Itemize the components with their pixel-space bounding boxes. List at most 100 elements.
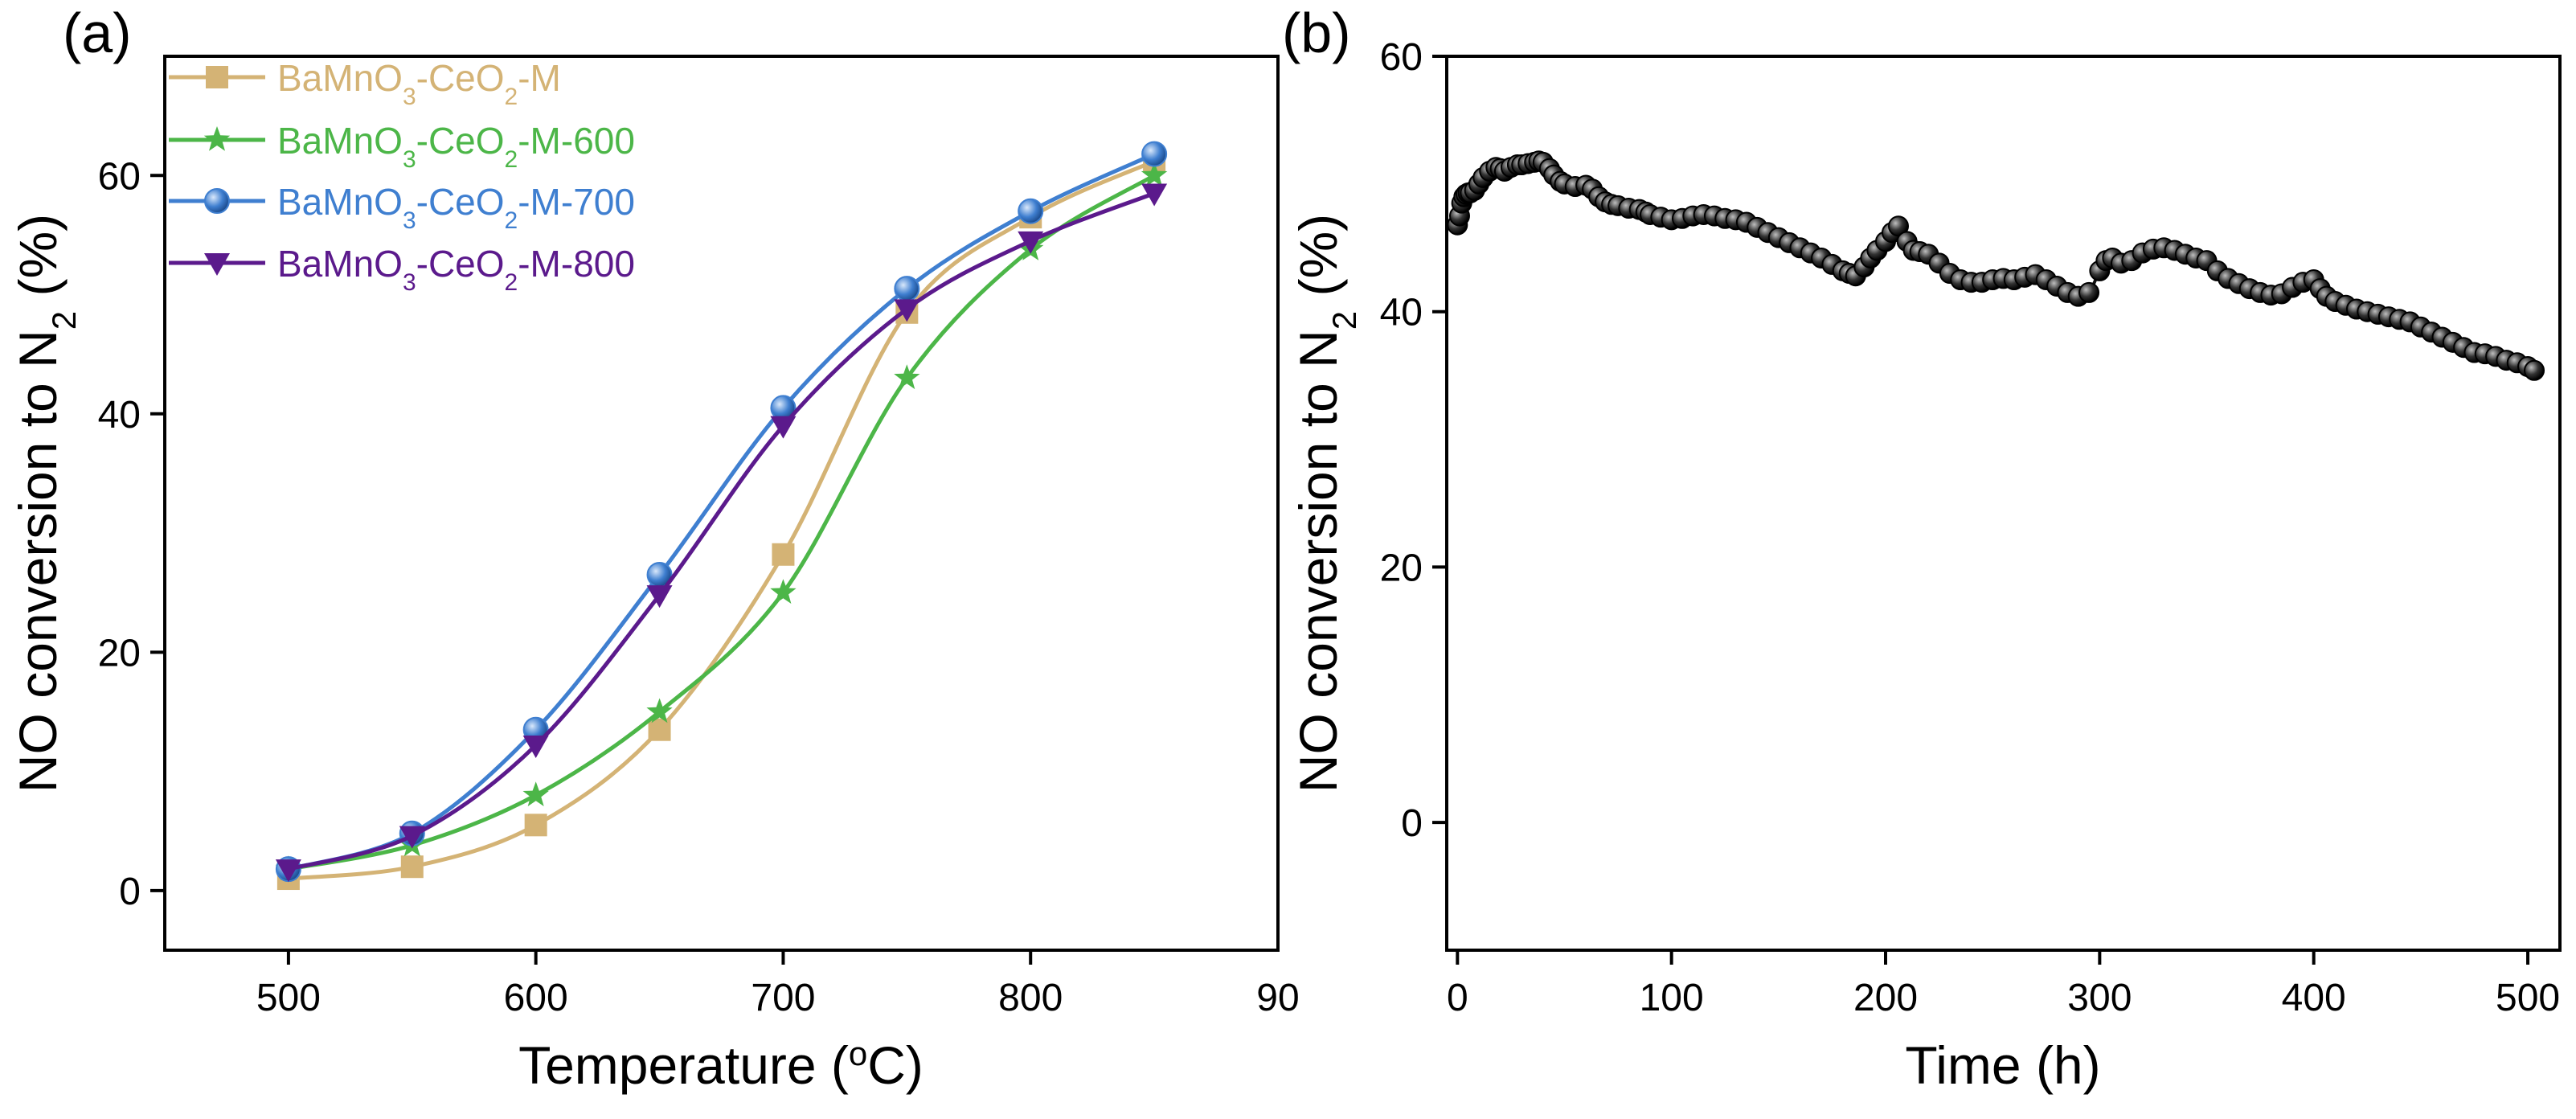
legend-marker-s2 bbox=[203, 126, 231, 151]
data-point-s2-8 bbox=[1141, 162, 1168, 186]
panel-a-y-title-sub: 2 bbox=[45, 311, 83, 330]
series-line-4 bbox=[288, 191, 1156, 871]
legend-label-s1-sub2: 2 bbox=[505, 84, 518, 110]
legend-label-s1-part2: -CeO bbox=[416, 57, 505, 99]
x-tick-label-b-400: 400 bbox=[2282, 977, 2346, 1019]
y-tick-label-b-60: 60 bbox=[1380, 36, 1423, 79]
data-point-s1-3 bbox=[524, 814, 547, 837]
panel-a-series bbox=[275, 141, 1168, 891]
legend-label-s4-part3: -M-800 bbox=[518, 243, 635, 285]
legend-marker-s4 bbox=[204, 253, 230, 276]
panel-a-label: (a) bbox=[63, 2, 132, 64]
legend-label-s2-part3: -M-600 bbox=[518, 120, 635, 162]
legend-marker-symbol-s3 bbox=[204, 188, 230, 214]
panel-b-ticks: 0 100 200 300 400 500 0 20 40 60 bbox=[1380, 36, 2560, 1019]
y-tick-label-b-0: 0 bbox=[1401, 802, 1423, 845]
panel-b-series bbox=[1447, 150, 2545, 381]
data-point-s2-3 bbox=[522, 781, 549, 806]
legend-label-s3-part2: -CeO bbox=[416, 181, 505, 223]
y-tick-label-b-20: 20 bbox=[1380, 547, 1423, 589]
x-tick-label-a-900: 90 bbox=[1256, 977, 1299, 1019]
legend-label-s3: BaMnO3-CeO2-M-700 bbox=[277, 181, 635, 234]
x-tick-label-b-100: 100 bbox=[1640, 977, 1704, 1019]
data-point-s4-2 bbox=[399, 826, 425, 849]
panel-a-y-axis-title: NO conversion to N2 (%) bbox=[8, 214, 83, 793]
legend-label-s2-part1: BaMnO bbox=[277, 120, 403, 162]
series-line-3 bbox=[288, 152, 1156, 871]
panel-a-y-title-main: NO conversion to N bbox=[8, 330, 68, 793]
panel-b-y-title-main: NO conversion to N bbox=[1288, 330, 1348, 793]
data-point-s3-7 bbox=[1018, 198, 1044, 224]
legend-entry-s1: BaMnO3-CeO2-M bbox=[169, 57, 561, 110]
x-tick-label-a-500: 500 bbox=[256, 977, 321, 1019]
data-point-s4-8 bbox=[1141, 183, 1168, 207]
legend-label-s1-sub1: 3 bbox=[403, 84, 416, 110]
y-tick-label-b-40: 40 bbox=[1380, 292, 1423, 334]
data-point-s1-5 bbox=[772, 543, 795, 566]
data-point-s4-4 bbox=[646, 585, 673, 609]
legend-label-s1-part3: -M bbox=[518, 57, 561, 99]
legend-label-s4-part2: -CeO bbox=[416, 243, 505, 285]
x-tick-label-a-800: 800 bbox=[998, 977, 1063, 1019]
legend-marker-symbol-s1 bbox=[206, 66, 228, 88]
legend-label-s3-sub1: 3 bbox=[403, 207, 416, 234]
panel-a-legend: BaMnO3-CeO2-M BaMnO3-CeO2-M-600 BaMnO3-C… bbox=[169, 57, 635, 296]
data-point-s1-4 bbox=[648, 718, 671, 741]
y-tick-label-a-0: 0 bbox=[119, 871, 141, 913]
legend-label-s3-part1: BaMnO bbox=[277, 181, 403, 223]
y-tick-label-a-60: 60 bbox=[98, 155, 141, 198]
data-point-s2-6 bbox=[894, 364, 920, 390]
x-tick-label-a-600: 600 bbox=[504, 977, 568, 1019]
panel-a-x-title-sup: o bbox=[849, 1035, 867, 1072]
panel-a-x-title-tail: C) bbox=[867, 1035, 924, 1095]
panel-b: 0 100 200 300 400 500 0 20 40 60 (b) Time (h) NO … bbox=[1282, 2, 2562, 1095]
data-point-s1-2 bbox=[400, 855, 424, 879]
legend-label-s2: BaMnO3-CeO2-M-600 bbox=[277, 120, 635, 173]
x-tick-label-b-0: 0 bbox=[1447, 977, 1468, 1019]
x-tick-label-b-300: 300 bbox=[2067, 977, 2132, 1019]
legend-label-s4-sub2: 2 bbox=[505, 269, 518, 296]
data-point-s4-6 bbox=[894, 299, 920, 322]
legend-label-s3-sub2: 2 bbox=[505, 207, 518, 234]
panel-a-axes-frame bbox=[163, 55, 1280, 952]
series-line-1 bbox=[288, 159, 1156, 881]
legend-entry-s3: BaMnO3-CeO2-M-700 bbox=[169, 181, 635, 234]
legend-label-s4-sub1: 3 bbox=[403, 269, 416, 296]
data-point-s4-3 bbox=[522, 735, 549, 758]
panel-b-x-axis-title: Time (h) bbox=[1905, 1035, 2100, 1095]
data-point-s3-6 bbox=[894, 276, 920, 302]
data-point-s2-5 bbox=[770, 579, 797, 604]
legend-label-s4: BaMnO3-CeO2-M-800 bbox=[277, 243, 635, 296]
panel-a-x-axis-title: Temperature (oC) bbox=[518, 1035, 924, 1096]
panel-a-y-title-tail: (%) bbox=[8, 214, 68, 311]
panel-a-x-title-main: Temperature ( bbox=[518, 1035, 849, 1095]
legend-label-s4-part1: BaMnO bbox=[277, 243, 403, 285]
data-point-s4-5 bbox=[770, 416, 797, 439]
data-point-s4-1 bbox=[275, 859, 301, 883]
data-point-s3-8 bbox=[1141, 141, 1168, 167]
data-point-b-81 bbox=[2078, 281, 2100, 303]
panel-b-y-title-sub: 2 bbox=[1325, 311, 1363, 330]
legend-label-s3-part3: -M-700 bbox=[518, 181, 635, 223]
panel-b-y-axis-title: NO conversion to N2 (%) bbox=[1288, 214, 1363, 793]
x-tick-label-b-500: 500 bbox=[2496, 977, 2560, 1019]
legend-entry-s2: BaMnO3-CeO2-M-600 bbox=[169, 120, 635, 173]
legend-label-s1: BaMnO3-CeO2-M bbox=[277, 57, 561, 110]
legend-marker-symbol-s2 bbox=[203, 126, 231, 151]
legend-marker-s3 bbox=[204, 188, 230, 214]
legend-label-s2-sub2: 2 bbox=[505, 146, 518, 173]
legend-label-s1-part1: BaMnO bbox=[277, 57, 403, 99]
y-tick-label-a-20: 20 bbox=[98, 632, 141, 674]
legend-marker-s1 bbox=[206, 66, 228, 88]
data-point-s2-4 bbox=[646, 698, 673, 723]
x-tick-label-b-200: 200 bbox=[1853, 977, 1918, 1019]
legend-marker-symbol-s4 bbox=[204, 253, 230, 276]
legend-label-s2-part2: -CeO bbox=[416, 120, 505, 162]
panel-b-axes-frame bbox=[1445, 55, 2562, 952]
panel-b-y-title-tail: (%) bbox=[1288, 214, 1348, 311]
